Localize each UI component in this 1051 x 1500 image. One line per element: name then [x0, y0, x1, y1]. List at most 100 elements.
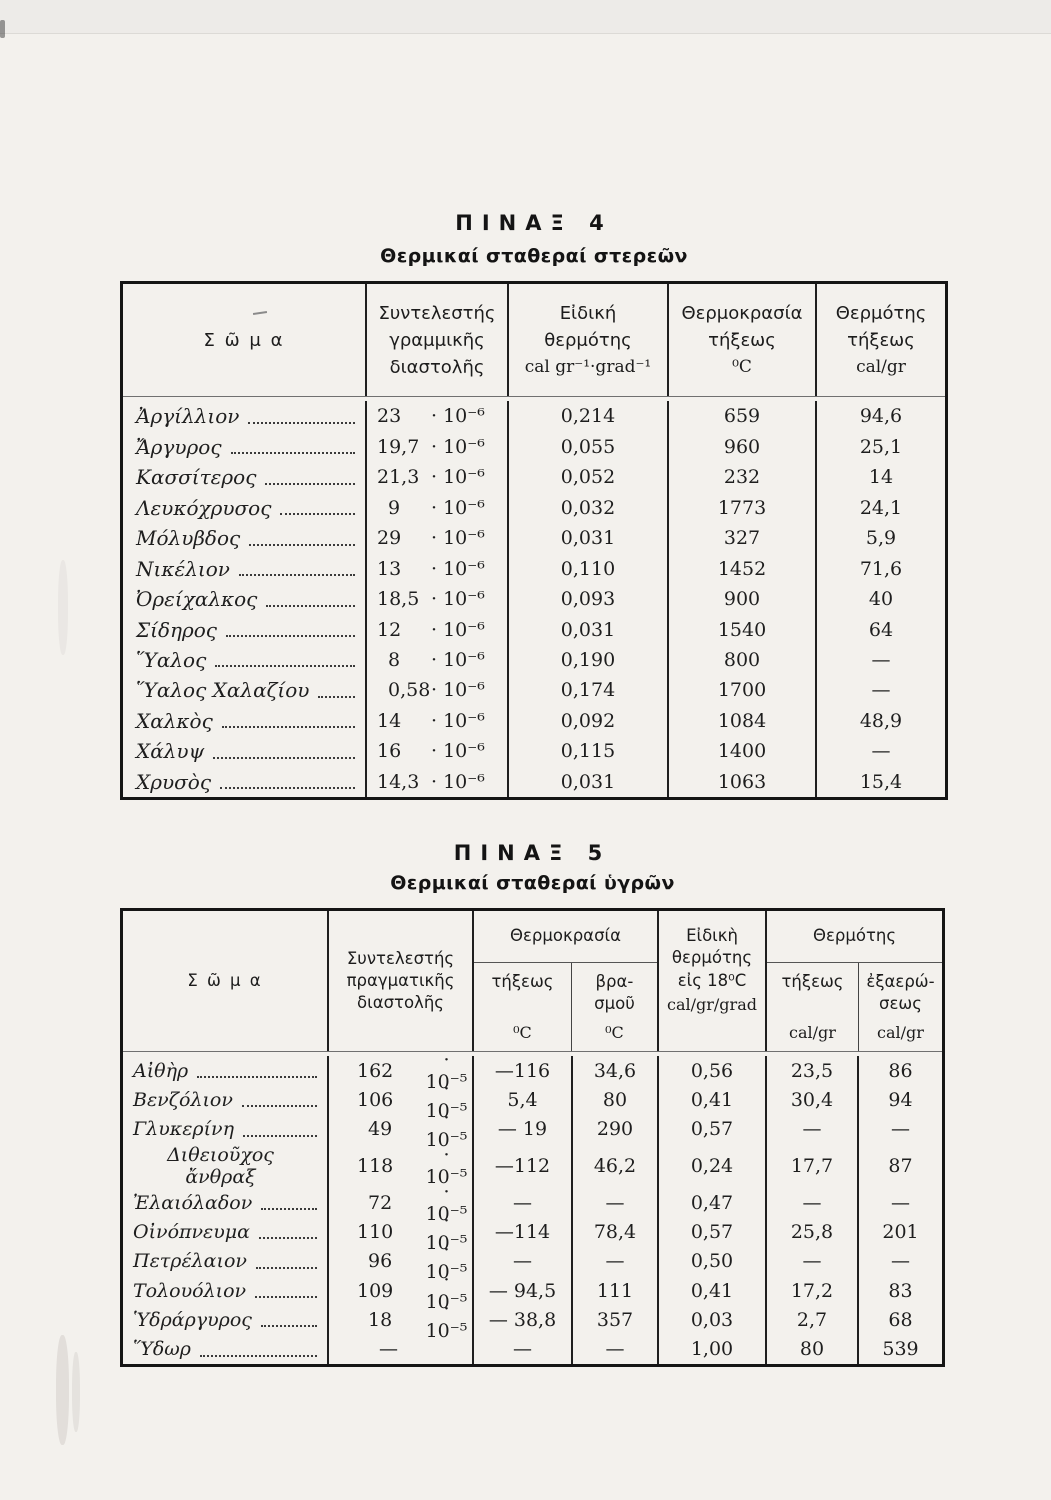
sp-cell: 0,03 — [659, 1305, 767, 1335]
coefficient-exponent: · 10⁻⁶ — [431, 435, 485, 458]
substance-name-cell: Πετρέλαιον — [123, 1246, 329, 1276]
coefficient-exponent: · 10⁻⁵ — [425, 1297, 468, 1342]
header-cell-specific-heat: Εἰδικὴ θερμότης εἰς 18⁰C cal/gr/grad — [659, 911, 767, 1051]
dotted-leader — [318, 695, 355, 698]
substance-name-cell: Ὀρείχαλκος — [123, 583, 367, 615]
fusion_heat-cell: 15,4 — [859, 770, 903, 793]
column-label: Συντελεστής πραγματικῆς διαστολῆς — [346, 948, 455, 1013]
boil-cell: — — [573, 1334, 659, 1364]
header-group-heat: Θερμότης τήξεως cal/gr ἐξαερώ- σεως cal/… — [767, 911, 942, 1051]
header-cell-melting-temperature: Θερμοκρασία τήξεως ⁰C — [669, 284, 817, 396]
fusion_heat-cell: 64 — [868, 618, 894, 641]
table-row: Τολουόλιον 109 · 10⁻⁵ — 94,5 111 0,41 17,2 83 — [123, 1269, 942, 1313]
melt_temp-cell: 1400 — [669, 736, 817, 767]
melt-cell: — — [474, 1246, 573, 1276]
header-cell-boiling-temperature: βρα- σμοῦ ⁰C — [572, 963, 657, 1051]
dotted-leader — [221, 726, 355, 729]
scan-artifact — [72, 1352, 80, 1432]
sp_heat-cell: 0,055 — [509, 431, 669, 462]
coefficient-value: 19,7 — [377, 435, 420, 458]
vap-cell: — — [891, 1191, 910, 1214]
expansion-coefficient-cell: 72 · 10⁻⁵ — [329, 1181, 474, 1225]
expansion-coefficient-cell: 162 · 10⁻⁵ — [329, 1049, 474, 1093]
boil-cell: — — [573, 1246, 659, 1276]
column-unit: cal/gr — [877, 1023, 924, 1043]
group-label: Θερμοκρασία — [474, 911, 657, 963]
scan-artifact — [0, 20, 5, 38]
group-subcolumns: τήξεως cal/gr ἐξαερώ- σεως cal/gr — [767, 963, 942, 1051]
sp_heat-cell: 0,031 — [509, 614, 669, 645]
fus-cell: — — [767, 1187, 859, 1218]
dotted-leader — [241, 1105, 317, 1108]
substance-name: Λευκόχρυσος — [136, 495, 272, 520]
fus-cell: — — [767, 1114, 859, 1144]
sp_heat-cell: 0,092 — [509, 705, 669, 737]
coefficient-exponent: · 10⁻⁶ — [431, 588, 485, 611]
melt_temp-cell: 659 — [669, 401, 817, 432]
coefficient-exponent: · 10⁻⁵ — [425, 1107, 468, 1152]
substance-name-cell: Ὕδωρ — [123, 1334, 329, 1364]
header-cell-linear-expansion-coefficient: Συντελεστής γραμμικῆς διαστολῆς — [367, 284, 509, 396]
melt-cell: — — [474, 1334, 573, 1364]
coefficient-exponent: · 10⁻⁶ — [431, 527, 485, 550]
substance-name: Οἰνόπνευμα — [133, 1220, 250, 1243]
header-cell-vaporization-heat: ἐξαερώ- σεως cal/gr — [859, 963, 942, 1051]
table-row: Χρυσὸς 14,3 · 10⁻⁶ 0,031 1063 15,4 — [123, 766, 945, 798]
sp-cell: 0,56 — [659, 1056, 767, 1086]
fusion_heat-cell: 24,1 — [859, 496, 903, 519]
column-label: Θερμότης τήξεως — [835, 302, 927, 351]
substance-name-cell: Ἀργίλλιον — [123, 401, 367, 432]
substance-name: Ὀρείχαλκος — [136, 587, 258, 612]
boil-cell: 111 — [573, 1275, 659, 1306]
substance-name-cell: Αἰθὴρ — [123, 1056, 329, 1086]
expansion-coefficient-cell: 13 · 10⁻⁶ — [367, 553, 509, 584]
vap-cell: 94 — [888, 1088, 913, 1111]
table4-title: ΠΙΝΑΞ 4 — [455, 211, 613, 235]
table5-title: ΠΙΝΑΞ 5 — [453, 841, 612, 865]
dotted-leader — [230, 452, 355, 455]
sp_heat-cell: 0,093 — [509, 583, 669, 615]
vap-cell: 83 — [888, 1279, 913, 1302]
sp-cell: 0,47 — [659, 1187, 767, 1218]
dotted-leader — [258, 1237, 317, 1240]
sp_heat-cell: 0,032 — [509, 492, 669, 523]
table-row: Ὕαλος Χαλαζίου 0,58 · 10⁻⁶ 0,174 1700— — [123, 675, 945, 706]
coefficient-value: 106 — [357, 1088, 394, 1111]
coefficient-value: 162 — [357, 1059, 394, 1082]
melt_temp-cell: 960 — [669, 431, 817, 462]
fusion_heat-cell: 94,6 — [859, 405, 903, 428]
substance-name-cell: Νικέλιον — [123, 553, 367, 584]
boil-cell: — — [573, 1187, 659, 1218]
melt-cell: —112 — [474, 1143, 573, 1188]
table-row: Πετρέλαιον 96 · 10⁻⁵ — —0,50— — — [123, 1239, 942, 1283]
melt_temp-cell: 327 — [669, 522, 817, 554]
dotted-leader — [248, 421, 355, 424]
melt_temp-cell: 800 — [669, 644, 817, 676]
vap-cell: 86 — [888, 1059, 913, 1082]
group-label-text: Θερμοκρασία — [510, 926, 621, 946]
melt_temp-cell: 1540 — [669, 614, 817, 645]
column-label: τήξεως — [781, 972, 844, 991]
substance-name-cell: Γλυκερίνη — [123, 1114, 329, 1144]
substance-name: Ὕδωρ — [133, 1338, 191, 1361]
substance-name-cell: Ὕαλος Χαλαζίου — [123, 675, 367, 706]
coefficient-exponent: · 10⁻⁵ — [425, 1143, 468, 1188]
substance-name: Χαλκὸς — [136, 708, 213, 733]
fus-cell: 30,4 — [767, 1085, 859, 1115]
table-row: Νικέλιον 13 · 10⁻⁶ 0,110 1452 71,6 — [123, 553, 945, 584]
table-row: Ἄργυρος 19,7 · 10⁻⁶ 0,055 960 25,1 — [123, 431, 945, 462]
sp_heat-cell: 0,214 — [509, 401, 669, 432]
fusion_heat-cell: 48,9 — [859, 709, 903, 732]
header-cell-real-expansion-coefficient: Συντελεστής πραγματικῆς διαστολῆς — [329, 911, 474, 1051]
coefficient-exponent: · 10⁻⁶ — [431, 770, 485, 793]
dotted-leader — [215, 665, 355, 668]
boil-cell: 46,2 — [573, 1143, 659, 1188]
column-label: Συντελεστής γραμμικῆς διαστολῆς — [378, 302, 496, 378]
dotted-leader — [265, 482, 355, 485]
coefficient-value: 110 — [357, 1220, 394, 1243]
boil-cell: 357 — [573, 1305, 659, 1335]
melt-cell: — 19 — [474, 1114, 573, 1144]
coefficient-exponent: · 10⁻⁶ — [431, 466, 485, 489]
substance-name: Χάλυψ — [136, 739, 205, 764]
